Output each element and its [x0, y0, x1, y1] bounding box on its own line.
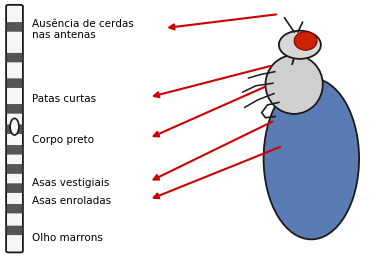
Ellipse shape	[265, 55, 323, 114]
Ellipse shape	[294, 32, 317, 50]
FancyBboxPatch shape	[7, 23, 22, 31]
Text: Patas curtas: Patas curtas	[32, 93, 97, 104]
Text: Ausência de cerdas
nas antenas: Ausência de cerdas nas antenas	[32, 19, 134, 40]
FancyBboxPatch shape	[7, 53, 22, 62]
FancyBboxPatch shape	[7, 165, 22, 173]
Text: Asas vestigiais: Asas vestigiais	[32, 178, 110, 188]
Ellipse shape	[264, 78, 359, 239]
FancyBboxPatch shape	[7, 226, 22, 235]
Ellipse shape	[10, 118, 19, 135]
FancyBboxPatch shape	[7, 125, 22, 134]
FancyBboxPatch shape	[7, 104, 22, 113]
Circle shape	[279, 31, 321, 59]
FancyBboxPatch shape	[7, 184, 22, 193]
Text: Corpo preto: Corpo preto	[32, 134, 94, 145]
FancyBboxPatch shape	[6, 5, 23, 252]
FancyBboxPatch shape	[7, 204, 22, 213]
FancyBboxPatch shape	[7, 79, 22, 88]
Text: Asas enroladas: Asas enroladas	[32, 196, 112, 206]
Text: Olho marrons: Olho marrons	[32, 233, 104, 243]
FancyBboxPatch shape	[7, 145, 22, 154]
